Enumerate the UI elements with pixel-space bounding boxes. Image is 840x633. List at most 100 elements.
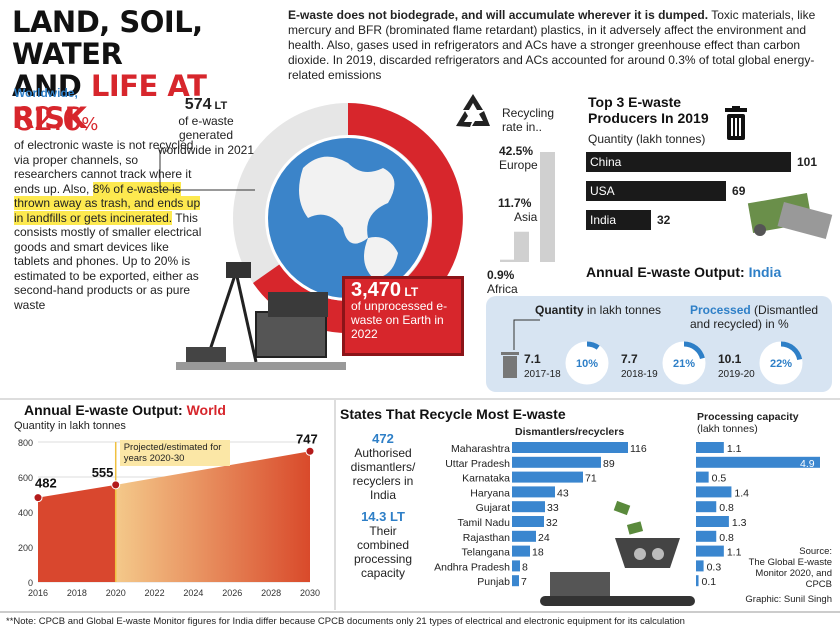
x-tick-label: 2022 [145, 588, 165, 598]
india-year-0: 7.1 2017-18 [524, 352, 561, 382]
worldwide-text2: This consists mostly of smaller electric… [14, 210, 202, 312]
producer-value-usa: 69 [732, 184, 746, 198]
india-donut-2: 22% [759, 341, 803, 385]
data-label: 482 [35, 476, 57, 491]
capacity-bar [696, 486, 732, 498]
capacity-bar [696, 471, 709, 483]
india-years: 7.1 2017-18 10% 7.7 2018-19 21% 10.1 2019-20 22% [520, 330, 830, 390]
india-qty-rest: in lakh tonnes [583, 303, 662, 317]
capacity-bar [696, 575, 699, 587]
state-label: Tamil Nadu [457, 517, 510, 529]
india-proc-blue: Processed [690, 303, 751, 317]
capacity-value: 4.9 [800, 458, 815, 470]
dismantler-bar [512, 486, 555, 498]
capacity-value: 0.8 [719, 502, 734, 514]
dismantler-value: 71 [585, 473, 597, 485]
capacity-value: 0.5 [712, 473, 727, 485]
rate-asia: 11.7% Asia [498, 196, 537, 224]
producer-bar-india: India [586, 210, 651, 230]
y-tick-label: 600 [18, 473, 33, 483]
divider-footer [0, 611, 840, 613]
globe-land [299, 156, 395, 244]
states-stats: 472 Authorised dismantlers/ recyclers in… [348, 432, 418, 581]
connector-line [159, 150, 255, 191]
india-bin-icon [501, 352, 519, 378]
dismantler-bar [512, 560, 520, 572]
state-label: Punjab [477, 576, 510, 588]
worldwide-body: of electronic waste is not recycled via … [14, 138, 204, 312]
world-title: Annual E-waste Output: World [24, 402, 226, 418]
state-label: Uttar Pradesh [445, 458, 510, 470]
capacity-bar-chart: 1.14.90.51.40.81.30.81.10.30.1 [696, 442, 820, 588]
generated-note: 574 LT of e-waste generated worldwide in… [156, 97, 256, 157]
dismantler-bar [512, 545, 530, 557]
page-title: LAND, SOIL, WATER AND LIFE AT RISK [12, 6, 282, 134]
india-qty-label: Quantity in lakh tonnes [535, 303, 661, 317]
source-text: The Global E-waste Monitor 2020, and CPC… [748, 557, 832, 590]
recycling-label-1: Recycling [502, 106, 555, 120]
capacity-value: 0.1 [702, 576, 717, 588]
dismantler-value: 33 [547, 502, 559, 514]
shredder-illustration [540, 500, 695, 606]
producer-bar-usa: USA [586, 181, 727, 201]
area-actual [38, 484, 116, 582]
recycling-label: Recycling rate in.. [502, 106, 554, 134]
recycling-label-2: rate in.. [502, 120, 543, 134]
india-year-label: 2019-20 [718, 369, 755, 380]
world-title-a: Annual E-waste Output: [24, 402, 187, 418]
footnote: **Note: CPCB and Global E-waste Monitor … [6, 616, 685, 627]
area-projected [115, 451, 310, 582]
x-tick-label: 2028 [261, 588, 281, 598]
title-line2-a: AND [12, 69, 91, 103]
x-tick-label: 2030 [300, 588, 320, 598]
dismantler-bar [512, 442, 628, 453]
producer-value-india: 32 [656, 213, 671, 227]
india-donut-label: 21% [673, 358, 695, 370]
india-year-label: 2017-18 [524, 369, 561, 380]
india-donut-0: 10% [565, 341, 609, 385]
capacity-bar [696, 456, 820, 468]
india-title-b: India [748, 264, 782, 280]
india-donut-arc [565, 341, 609, 385]
world-title-b: World [186, 402, 226, 418]
dismantler-value: 24 [538, 532, 550, 544]
dismantler-value: 89 [603, 458, 615, 470]
india-donut-arc [662, 341, 706, 385]
dismantler-value: 116 [630, 443, 647, 455]
rate-europe: 42.5% Europe [499, 144, 538, 172]
rate-africa-pct: 0.9% [487, 268, 515, 282]
worldwide-percent: 82.6% [14, 100, 98, 138]
worldwide-percent-sign: % [81, 114, 98, 135]
generated-unit: LT [211, 100, 228, 112]
capacity-bar [696, 560, 704, 572]
x-tick-label: 2018 [67, 588, 87, 598]
data-label: 555 [92, 465, 114, 480]
source-credit: Source: The Global E-waste Monitor 2020,… [742, 546, 832, 605]
globe-land-2 [364, 237, 398, 278]
globe-donut [233, 103, 463, 333]
data-point [305, 446, 315, 456]
rate-bar-africa [500, 259, 515, 262]
producers-title-1: Top 3 E-waste [588, 94, 682, 110]
recycling-bars [500, 152, 555, 262]
divider-v [334, 400, 336, 610]
capacity-value: 1.3 [732, 517, 747, 529]
rate-bar-europe [540, 152, 555, 262]
india-year-1: 7.7 2018-19 [621, 352, 658, 382]
india-year-2: 10.1 2019-20 [718, 352, 755, 382]
projected-note: Projected/estimated for years 2020-30 [119, 440, 230, 466]
india-donut-label: 10% [576, 358, 598, 370]
india-qty-bold: Quantity [535, 303, 584, 317]
unprocessed-text: of unprocessed e-waste on Earth in 2022 [351, 299, 448, 341]
unprocessed-box: 3,470 LT of unprocessed e-waste on Earth… [342, 276, 464, 356]
y-tick-label: 400 [18, 508, 33, 518]
y-tick-label: 0 [28, 578, 33, 588]
intro-bold: E-waste does not biodegrade, and will ac… [288, 8, 709, 22]
stat1-text: Authorised dismantlers/ recyclers in Ind… [350, 446, 416, 502]
worldwide-text1: of electronic waste is not recycled via … [14, 138, 194, 196]
capacity-header-1: Processing capacity [697, 411, 799, 423]
dismantler-bar [512, 516, 544, 527]
india-donut-1: 21% [662, 341, 706, 385]
dismantler-bar [512, 456, 601, 468]
